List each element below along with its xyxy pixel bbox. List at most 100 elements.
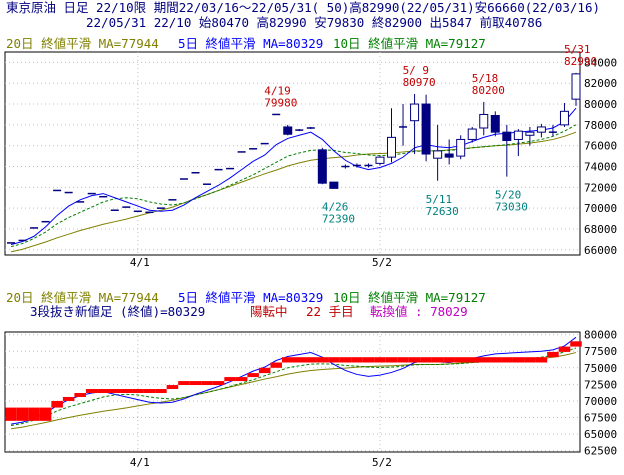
legend-ma20-bottom: 20日 終値平滑 MA=77944 bbox=[6, 290, 159, 305]
y-tick-label: 66000 bbox=[584, 244, 617, 257]
renko-panel: 62500 65000 67500 70000 72500 75000 77500 80000… bbox=[4, 329, 617, 469]
legend-ma20: 20日 終値平滑 MA=77944 bbox=[6, 36, 159, 51]
plot-frame bbox=[4, 51, 581, 256]
chart-header: 東京原油 日足 22/10限 期間22/03/16～22/05/31( 50)高… bbox=[0, 0, 624, 32]
renko-brick bbox=[397, 357, 409, 363]
candle-body bbox=[525, 131, 535, 136]
renko-brick bbox=[28, 407, 40, 421]
x-tick-label: 5/2 bbox=[372, 256, 392, 269]
trough-value-label: 72390 bbox=[322, 212, 355, 225]
candle-body bbox=[467, 128, 477, 140]
candle-body bbox=[513, 130, 523, 140]
renko-brick bbox=[155, 389, 167, 393]
y-tick-label: 84000 bbox=[584, 56, 617, 69]
peak-date-label: 5/18 bbox=[472, 72, 499, 85]
renko-brick bbox=[51, 400, 63, 408]
renko-brick bbox=[293, 357, 306, 363]
y-tick-label: 75000 bbox=[584, 362, 617, 375]
ma20-line bbox=[10, 131, 577, 253]
x-tick-label: 4/1 bbox=[130, 256, 150, 269]
renko-brick bbox=[201, 381, 213, 386]
renko-brick bbox=[535, 357, 548, 363]
candle-body bbox=[444, 153, 454, 158]
legend-ma5: 5日 終値平滑 MA=80329 bbox=[178, 36, 324, 51]
candle-body bbox=[387, 136, 397, 158]
renko-brick bbox=[224, 377, 236, 382]
renko-count: 22 手目 bbox=[306, 304, 354, 319]
renko-name: 3段抜き新値足 (終値)=80329 bbox=[30, 304, 206, 319]
renko-reversal: 転換値 : 78029 bbox=[370, 304, 468, 319]
y-tick-label: 72500 bbox=[584, 378, 617, 391]
renko-brick bbox=[39, 407, 52, 421]
renko-brick bbox=[374, 357, 386, 363]
renko-brick bbox=[235, 377, 248, 382]
renko-brick bbox=[431, 357, 444, 363]
renko-brick bbox=[524, 357, 536, 363]
candle-body bbox=[490, 115, 500, 133]
candle-body bbox=[571, 73, 581, 100]
renko-brick bbox=[166, 385, 179, 390]
renko-brick bbox=[328, 357, 340, 363]
renko-brick bbox=[132, 389, 144, 393]
header-period-line: 東京原油 日足 22/10限 期間22/03/16～22/05/31( 50)高… bbox=[6, 0, 601, 15]
trough-value-label: 73030 bbox=[495, 201, 528, 214]
renko-brick bbox=[109, 389, 121, 393]
y-tick-label: 80000 bbox=[584, 98, 617, 111]
renko-brick bbox=[16, 407, 29, 421]
ma10-line bbox=[10, 347, 577, 426]
peak-value-label: 82990 bbox=[564, 55, 597, 68]
candle-body bbox=[502, 131, 512, 141]
peak-date-label: 4/19 bbox=[264, 84, 291, 97]
peak-value-label: 80970 bbox=[403, 76, 436, 89]
candle-body bbox=[317, 149, 327, 184]
renko-brick bbox=[258, 367, 271, 374]
renko-brick bbox=[143, 389, 156, 393]
candle-body bbox=[329, 181, 339, 189]
x-tick-label: 4/1 bbox=[130, 456, 150, 469]
renko-brick bbox=[339, 357, 352, 363]
y-tick-label: 70000 bbox=[584, 395, 617, 408]
y-tick-label: 70000 bbox=[584, 202, 617, 215]
renko-brick bbox=[270, 362, 282, 368]
renko-brick bbox=[62, 396, 75, 401]
renko-brick bbox=[5, 407, 17, 421]
renko-brick bbox=[281, 357, 294, 363]
y-tick-label: 80000 bbox=[584, 329, 617, 342]
candle-body bbox=[375, 156, 385, 164]
trough-value-label: 72630 bbox=[426, 205, 459, 218]
renko-brick bbox=[466, 357, 478, 363]
renko-brick bbox=[570, 341, 582, 347]
renko-brick bbox=[443, 357, 455, 363]
x-tick-label: 5/2 bbox=[372, 456, 392, 469]
candle-body bbox=[283, 126, 293, 135]
ma5-line bbox=[10, 336, 577, 425]
y-tick-label: 77500 bbox=[584, 345, 617, 358]
renko-brick bbox=[305, 357, 317, 363]
y-tick-label: 65000 bbox=[584, 428, 617, 441]
plot-frame bbox=[4, 331, 581, 453]
renko-brick bbox=[489, 357, 502, 363]
header-ohlc-line: 22/05/31 22/10 始80470 高82990 安79830 終829… bbox=[86, 15, 543, 30]
renko-brick bbox=[189, 381, 202, 386]
candle-body bbox=[456, 138, 466, 157]
y-tick-label: 82000 bbox=[584, 77, 617, 90]
renko-state: 陽転中 bbox=[250, 304, 288, 319]
trough-date-label: 4/26 bbox=[322, 200, 349, 213]
legend-ma10: 10日 終値平滑 MA=79127 bbox=[333, 36, 486, 51]
renko-brick bbox=[408, 357, 421, 363]
legend-ma5-bottom: 5日 終値平滑 MA=80329 bbox=[178, 290, 324, 305]
trough-date-label: 5/11 bbox=[426, 193, 453, 206]
candle-body bbox=[421, 103, 431, 155]
renko-brick bbox=[120, 389, 133, 393]
legend-ma10-bottom: 10日 終値平滑 MA=79127 bbox=[333, 290, 486, 305]
renko-brick bbox=[477, 357, 490, 363]
candle-body bbox=[479, 113, 489, 129]
renko-brick bbox=[74, 392, 86, 397]
renko-brick bbox=[85, 389, 98, 393]
renko-brick bbox=[558, 346, 571, 352]
renko-brick bbox=[316, 357, 329, 363]
candle-body bbox=[559, 110, 569, 126]
y-tick-label: 76000 bbox=[584, 140, 617, 153]
renko-brick bbox=[547, 351, 559, 358]
